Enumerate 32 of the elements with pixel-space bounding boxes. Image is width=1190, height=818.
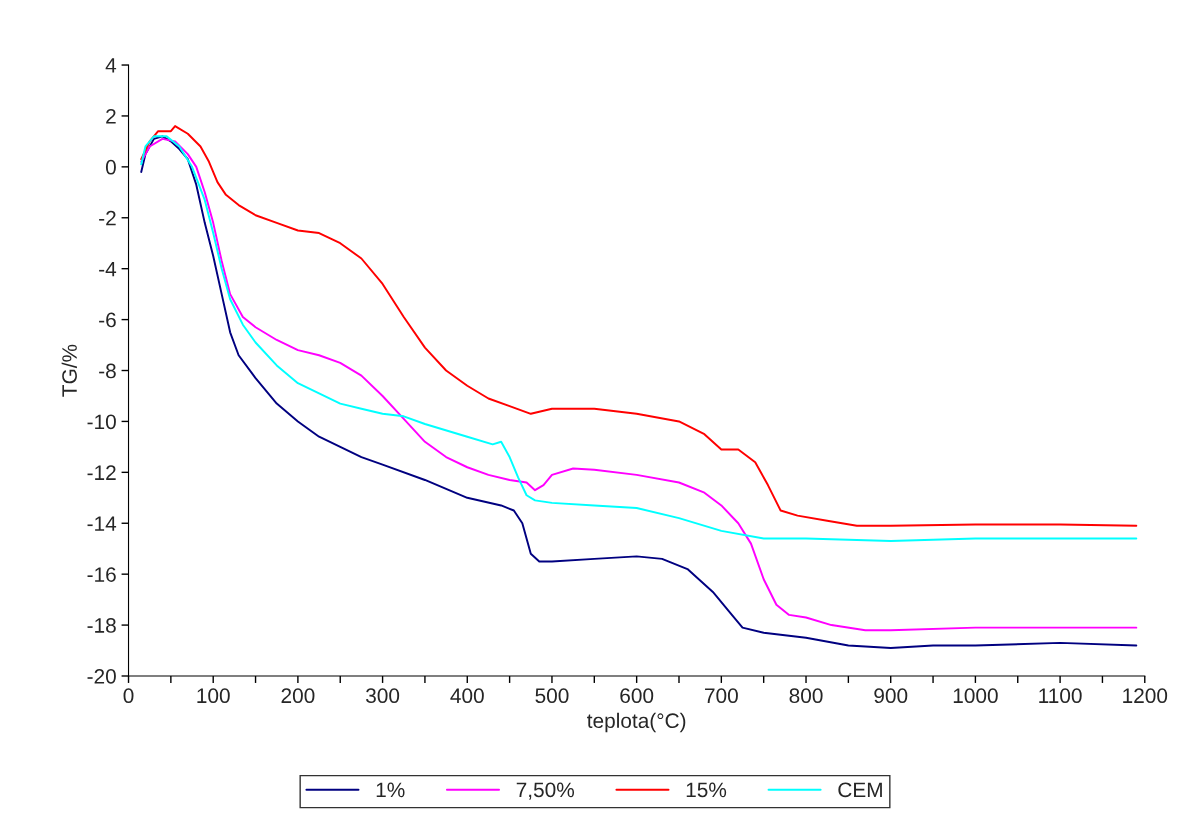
y-tick-label: 2	[106, 108, 116, 124]
y-tick-label: 0	[105, 159, 116, 175]
x-tick-label: 0	[123, 688, 134, 704]
x-tick-label: 300	[366, 688, 400, 704]
x-tick-label: 1100	[1039, 688, 1082, 704]
y-tick-label: -6	[99, 312, 116, 328]
y-tick-label: -8	[99, 363, 116, 379]
legend-label: 15%	[686, 782, 727, 798]
y-tick-label: -20	[87, 669, 116, 684]
x-tick-label: 500	[535, 688, 569, 704]
y-tick-label: -4	[99, 261, 117, 277]
x-tick-label: 800	[789, 688, 823, 704]
y-tick-label: 4	[105, 58, 117, 73]
x-tick-label: 200	[281, 688, 315, 704]
y-axis-title: TG/%	[61, 344, 77, 397]
y-tick-label: -2	[99, 210, 116, 226]
y-tick-label: -10	[87, 414, 116, 430]
legend-label: 1%	[376, 782, 405, 798]
x-tick-label: 1200	[1123, 688, 1168, 704]
x-tick-label: 900	[874, 688, 908, 704]
x-tick-label: 600	[620, 688, 654, 704]
x-tick-label: 400	[450, 688, 484, 704]
x-tick-label: 1000	[953, 688, 998, 704]
x-tick-label: 700	[705, 688, 738, 704]
legend-label: 7,50%	[516, 782, 575, 800]
x-axis-title: teplota(°C)	[587, 712, 686, 733]
y-tick-label: -12	[87, 465, 116, 480]
legend-label: CEM	[838, 782, 882, 798]
y-tick-label: -18	[87, 618, 116, 633]
y-tick-label: -16	[87, 567, 116, 582]
y-tick-label: -14	[87, 516, 117, 531]
x-tick-label: 100	[197, 688, 230, 704]
